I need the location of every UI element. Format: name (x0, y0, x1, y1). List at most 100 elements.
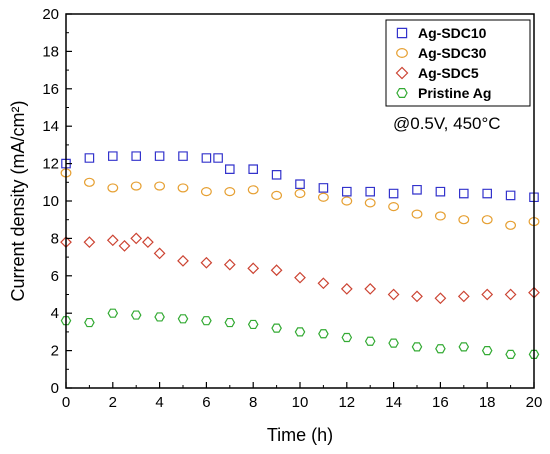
x-tick-label: 20 (526, 394, 543, 411)
x-tick-label: 16 (432, 394, 449, 411)
data-point (201, 153, 212, 163)
data-point (481, 215, 493, 225)
legend-label: Ag-SDC10 (418, 25, 487, 41)
data-point (83, 236, 96, 249)
legend-marker (396, 88, 408, 98)
y-tick-label: 16 (42, 81, 59, 98)
data-point (341, 332, 353, 343)
x-tick-label: 18 (479, 394, 496, 411)
legend-label: Ag-SDC5 (418, 65, 479, 81)
legend-label: Ag-SDC30 (418, 45, 487, 61)
x-tick-label: 4 (155, 394, 163, 411)
series-pristine-ag (60, 308, 540, 359)
x-tick-label: 6 (202, 394, 210, 411)
data-point (387, 288, 400, 301)
y-tick-label: 14 (42, 118, 59, 135)
data-point (83, 177, 95, 187)
legend-marker (396, 48, 408, 58)
data-point (340, 283, 353, 295)
data-point (528, 349, 540, 359)
data-point (482, 188, 492, 199)
data-point (364, 336, 376, 346)
x-tick-label: 2 (109, 394, 117, 411)
x-tick-label: 14 (385, 394, 402, 411)
series-ag-sdc10 (61, 151, 539, 203)
data-point (177, 254, 189, 267)
data-point (458, 215, 470, 225)
x-tick-label: 0 (62, 394, 70, 411)
data-point (224, 187, 236, 197)
data-point (177, 314, 189, 324)
data-point (248, 164, 258, 175)
data-point (154, 151, 165, 161)
x-tick-label: 12 (338, 394, 355, 411)
y-tick-label: 10 (42, 193, 59, 210)
data-point (411, 209, 423, 219)
data-point (201, 316, 212, 326)
data-point (271, 170, 282, 180)
data-point (505, 220, 517, 230)
x-tick-label: 10 (292, 394, 309, 411)
data-point (318, 329, 329, 339)
data-point (457, 290, 470, 303)
data-point (434, 292, 447, 305)
data-point (317, 277, 330, 290)
data-point (178, 151, 188, 161)
data-point (154, 181, 166, 191)
data-point (107, 308, 119, 318)
data-point (434, 211, 446, 221)
series-ag-sdc5 (60, 232, 540, 305)
data-point (388, 188, 399, 199)
data-point (341, 196, 353, 206)
data-point (412, 184, 422, 195)
data-point (154, 312, 165, 322)
legend-label: Pristine Ag (418, 85, 491, 101)
data-point (223, 258, 236, 271)
data-point (84, 153, 95, 163)
x-tick-label: 8 (249, 394, 257, 411)
data-point (294, 327, 306, 337)
data-point (481, 345, 493, 356)
data-point (247, 319, 259, 330)
data-point (84, 317, 95, 328)
data-point (224, 317, 236, 328)
y-tick-label: 0 (51, 380, 59, 397)
data-point (388, 338, 399, 348)
series-ag-sdc30 (60, 168, 540, 230)
data-point (505, 190, 516, 201)
data-point (247, 185, 259, 195)
condition-annotation: @0.5V, 450°C (393, 114, 501, 133)
data-point (61, 158, 71, 169)
data-point (458, 342, 470, 352)
data-point (142, 236, 154, 249)
y-tick-label: 6 (51, 268, 59, 285)
data-point (504, 288, 517, 301)
data-point (388, 202, 400, 212)
data-point (364, 283, 377, 295)
legend: Ag-SDC10 Ag-SDC30 Ag-SDC5 Pristine Ag (385, 19, 531, 107)
data-point (270, 264, 283, 277)
data-point (529, 192, 539, 203)
y-axis-label: Current density (mA/cm²) (8, 100, 28, 301)
data-point (177, 183, 189, 193)
data-point (435, 344, 446, 354)
data-point (295, 179, 305, 189)
data-marks (60, 151, 540, 359)
data-point (364, 198, 376, 208)
data-point (200, 187, 212, 197)
data-point (294, 188, 306, 199)
data-point (411, 342, 423, 352)
data-point (481, 288, 494, 301)
data-point (294, 271, 306, 284)
data-point (213, 153, 223, 163)
data-point (60, 316, 72, 326)
data-point (200, 256, 213, 269)
legend-marker (395, 66, 409, 80)
data-point (411, 290, 423, 303)
data-point (118, 239, 131, 252)
data-point (130, 232, 143, 245)
y-tick-label: 20 (42, 6, 59, 23)
legend-box (385, 19, 531, 107)
